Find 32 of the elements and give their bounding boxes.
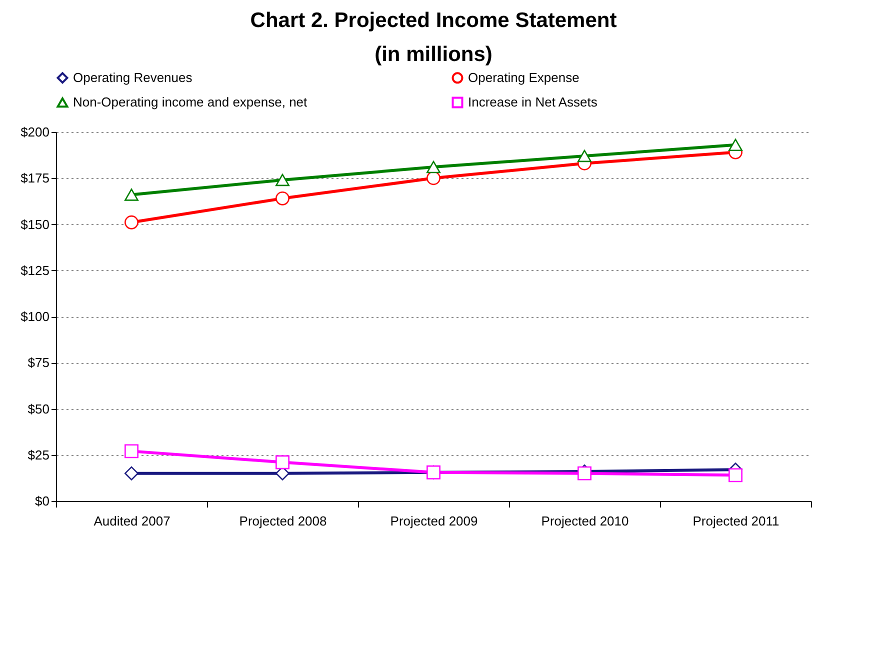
y-tick-label: $25 — [28, 447, 50, 462]
y-tick-label: $150 — [20, 216, 50, 232]
x-tick-label: Projected 2008 — [239, 514, 327, 528]
y-tick-label: $100 — [20, 309, 50, 324]
y-tick-label: $50 — [28, 401, 50, 416]
y-tick-label: $0 — [35, 494, 50, 508]
y-tick-label: $175 — [20, 170, 50, 186]
point — [426, 171, 440, 186]
text: Chart 2. Projected Income Statement — [250, 9, 617, 32]
point — [124, 188, 138, 201]
point — [124, 466, 138, 480]
x-tick-label: Projected 2009 — [390, 514, 478, 528]
point — [426, 160, 440, 174]
point — [276, 174, 290, 186]
legend-label: Increase in Net Assets — [468, 94, 598, 110]
point — [578, 150, 592, 162]
point — [728, 468, 742, 482]
y-tick-label: $75 — [28, 355, 50, 370]
y-tick-label: $125 — [20, 262, 50, 278]
point — [728, 138, 742, 152]
legend-label: Operating Expense — [468, 70, 580, 85]
x-tick-label: Projected 2011 — [692, 514, 780, 528]
point — [124, 444, 138, 458]
legend-label: Non-Operating income and expense, net — [73, 94, 308, 110]
point — [124, 215, 138, 230]
x-tick-label: Projected 2010 — [541, 514, 629, 528]
text: (in millions) — [374, 43, 492, 66]
x-tick-label: Audited 2007 — [94, 514, 170, 528]
point — [276, 191, 290, 206]
legend-label: Operating Revenues — [73, 70, 193, 85]
point — [276, 455, 290, 470]
y-tick-label: $200 — [20, 124, 50, 140]
